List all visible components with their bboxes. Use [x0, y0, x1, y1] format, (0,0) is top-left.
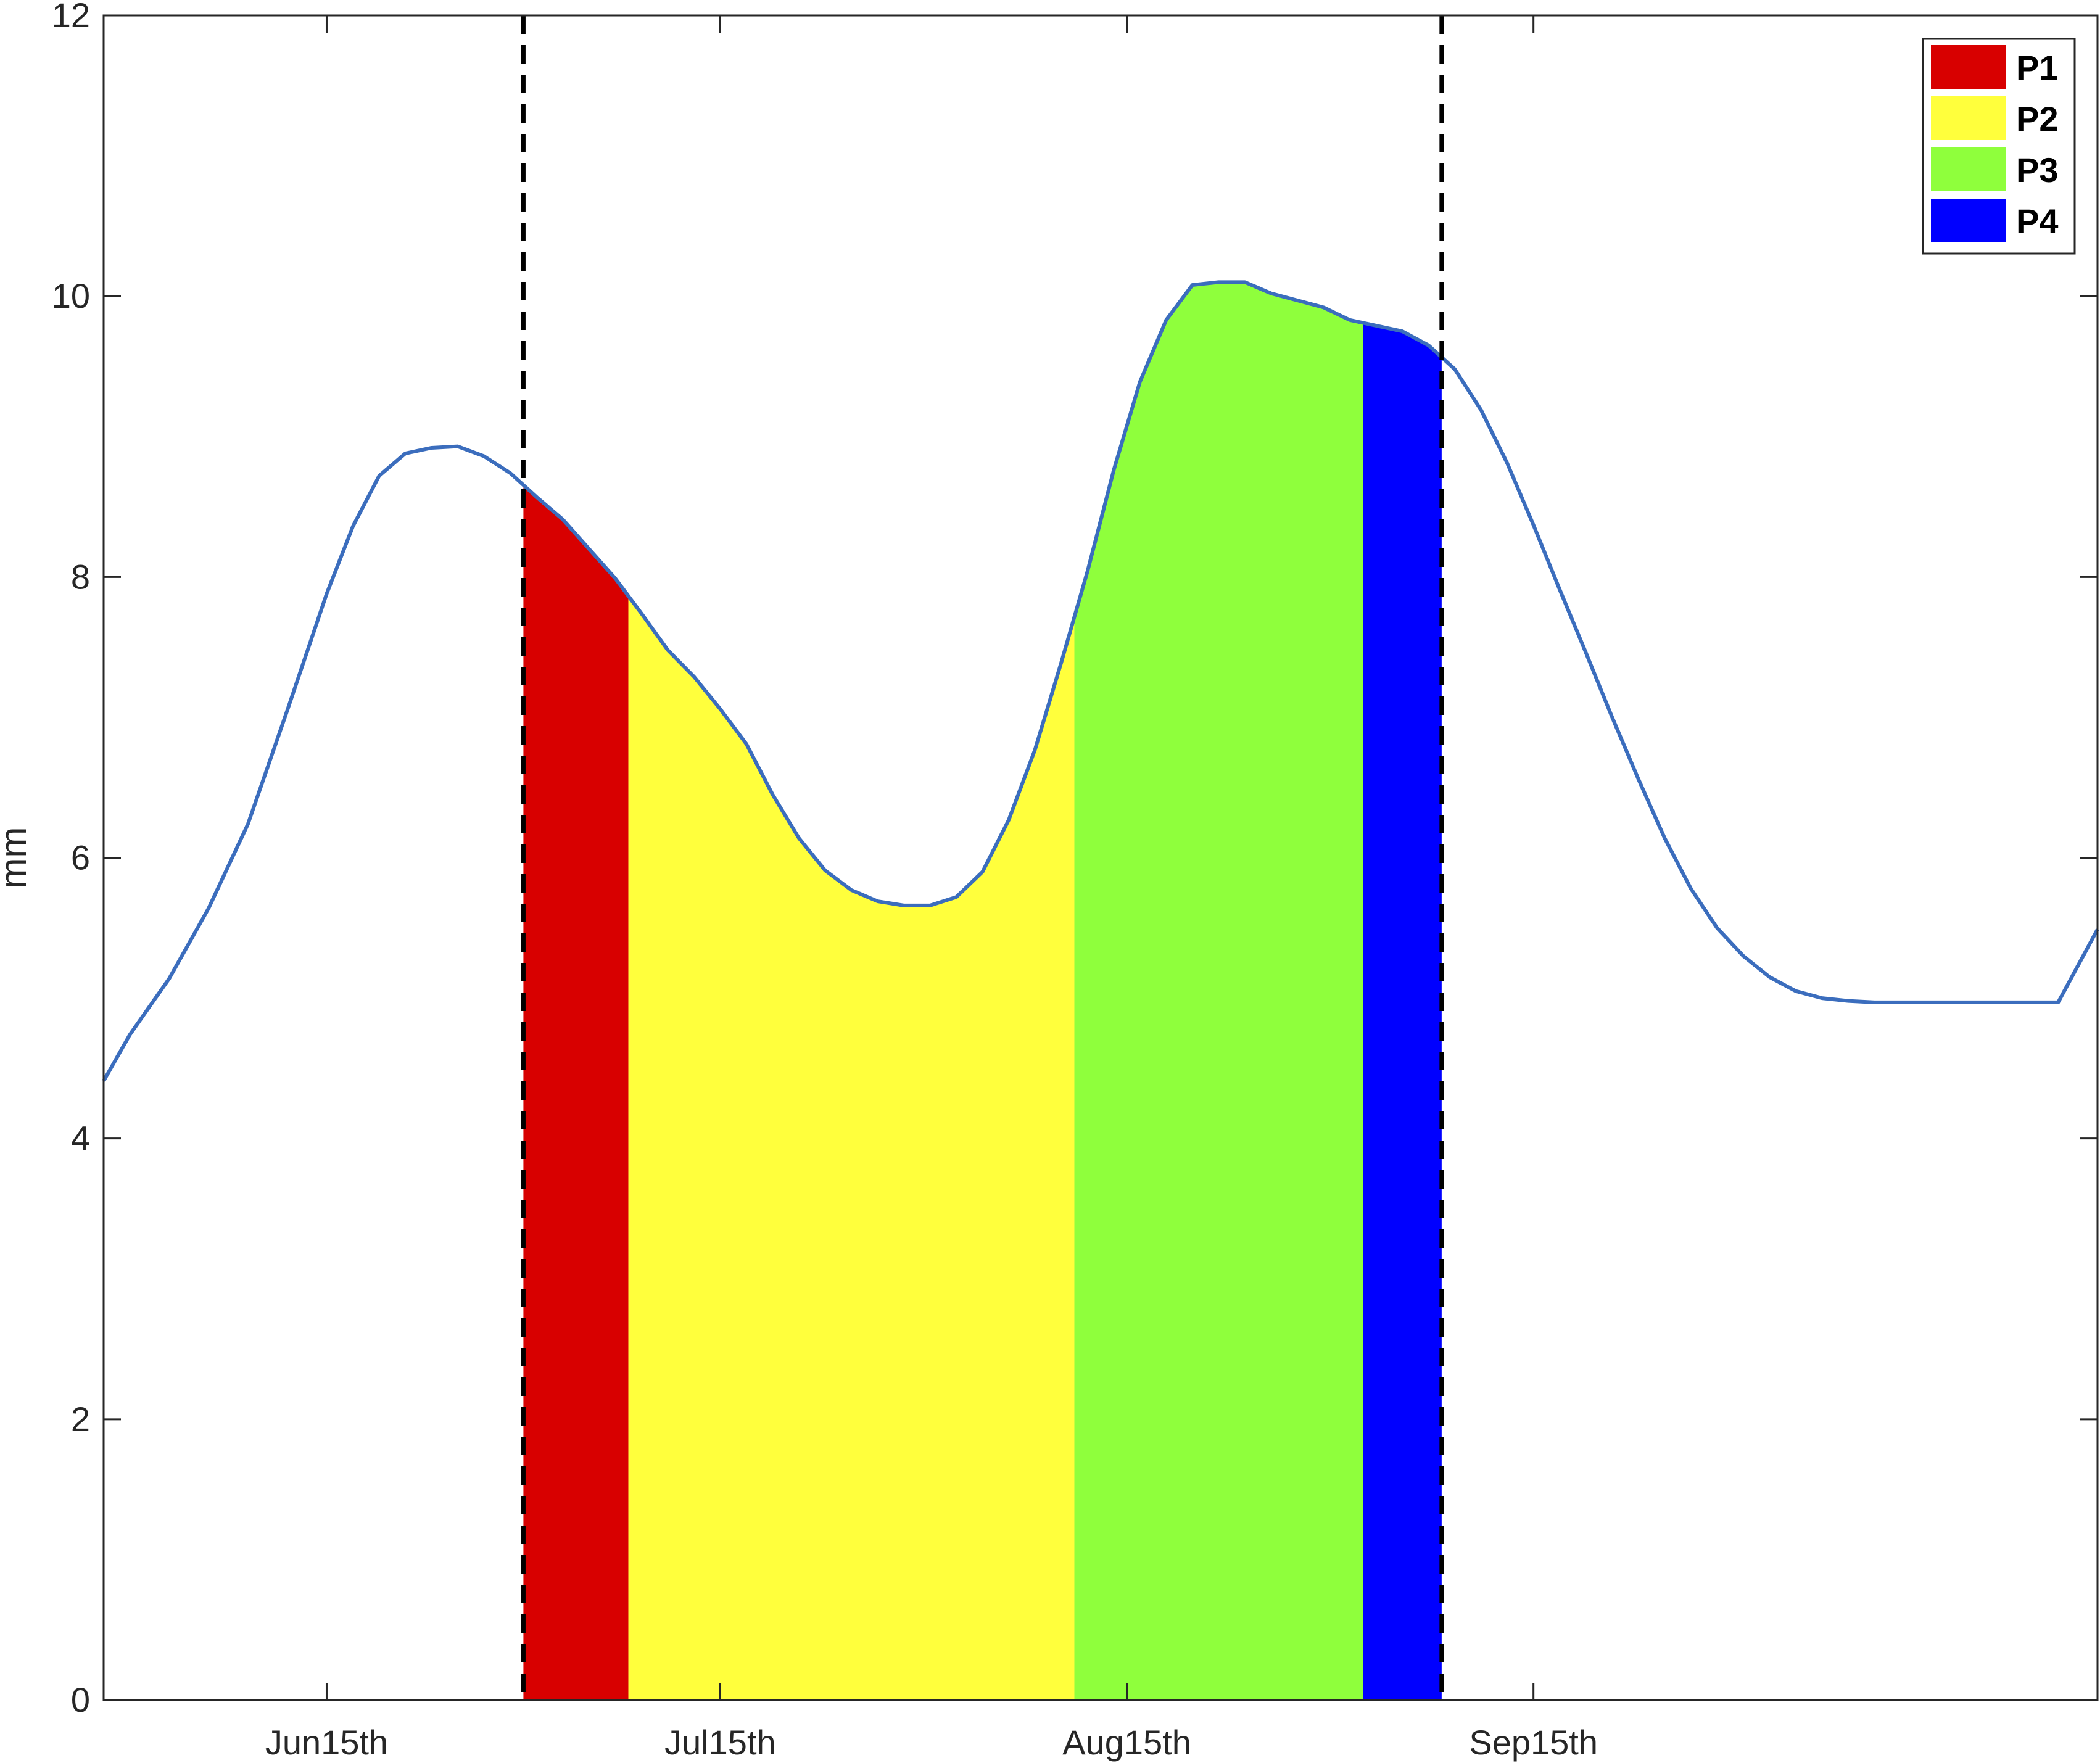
y-axis-label: mm — [0, 827, 34, 889]
y-tick-label: 10 — [52, 276, 90, 315]
shaded-area-p1 — [523, 485, 629, 1700]
y-tick-label: 4 — [71, 1119, 90, 1158]
shaded-area-p2 — [628, 596, 1075, 1700]
legend-label-p4: P4 — [2016, 202, 2059, 241]
y-tick-label: 0 — [71, 1680, 90, 1719]
legend-label-p1: P1 — [2016, 48, 2059, 87]
axis-ticks: 0 2 4 6 8 10 12 Jun15th Jul15th Aug15th Sep15th — [52, 0, 2098, 1762]
series-lines — [102, 280, 2099, 1082]
legend-label-p3: P3 — [2016, 151, 2059, 189]
legend-swatch-p4 — [1931, 199, 2006, 242]
shaded-area-p4 — [1363, 323, 1442, 1700]
x-tick-label: Jul15th — [664, 1723, 776, 1762]
x-tick-label: Jun15th — [265, 1723, 388, 1762]
x-tick-label: Aug15th — [1062, 1723, 1191, 1762]
y-tick-label: 8 — [71, 557, 90, 596]
y-tick-label: 12 — [52, 0, 90, 35]
x-tick-label: Sep15th — [1469, 1723, 1598, 1762]
y-tick-label: 2 — [71, 1400, 90, 1439]
vertical-dashed-lines — [521, 15, 1444, 1700]
y-tick-label: 6 — [71, 838, 90, 877]
legend-swatch-p3 — [1931, 147, 2006, 191]
legend-swatch-p2 — [1931, 96, 2006, 140]
legend-label-p2: P2 — [2016, 99, 2059, 138]
legend-swatch-p1 — [1931, 45, 2006, 89]
shaded-periods — [523, 282, 1442, 1701]
legend: P1 P2 P3 P4 — [1922, 38, 2076, 255]
shaded-area-p3 — [1074, 282, 1363, 1701]
series-line-0 — [102, 280, 2099, 1082]
